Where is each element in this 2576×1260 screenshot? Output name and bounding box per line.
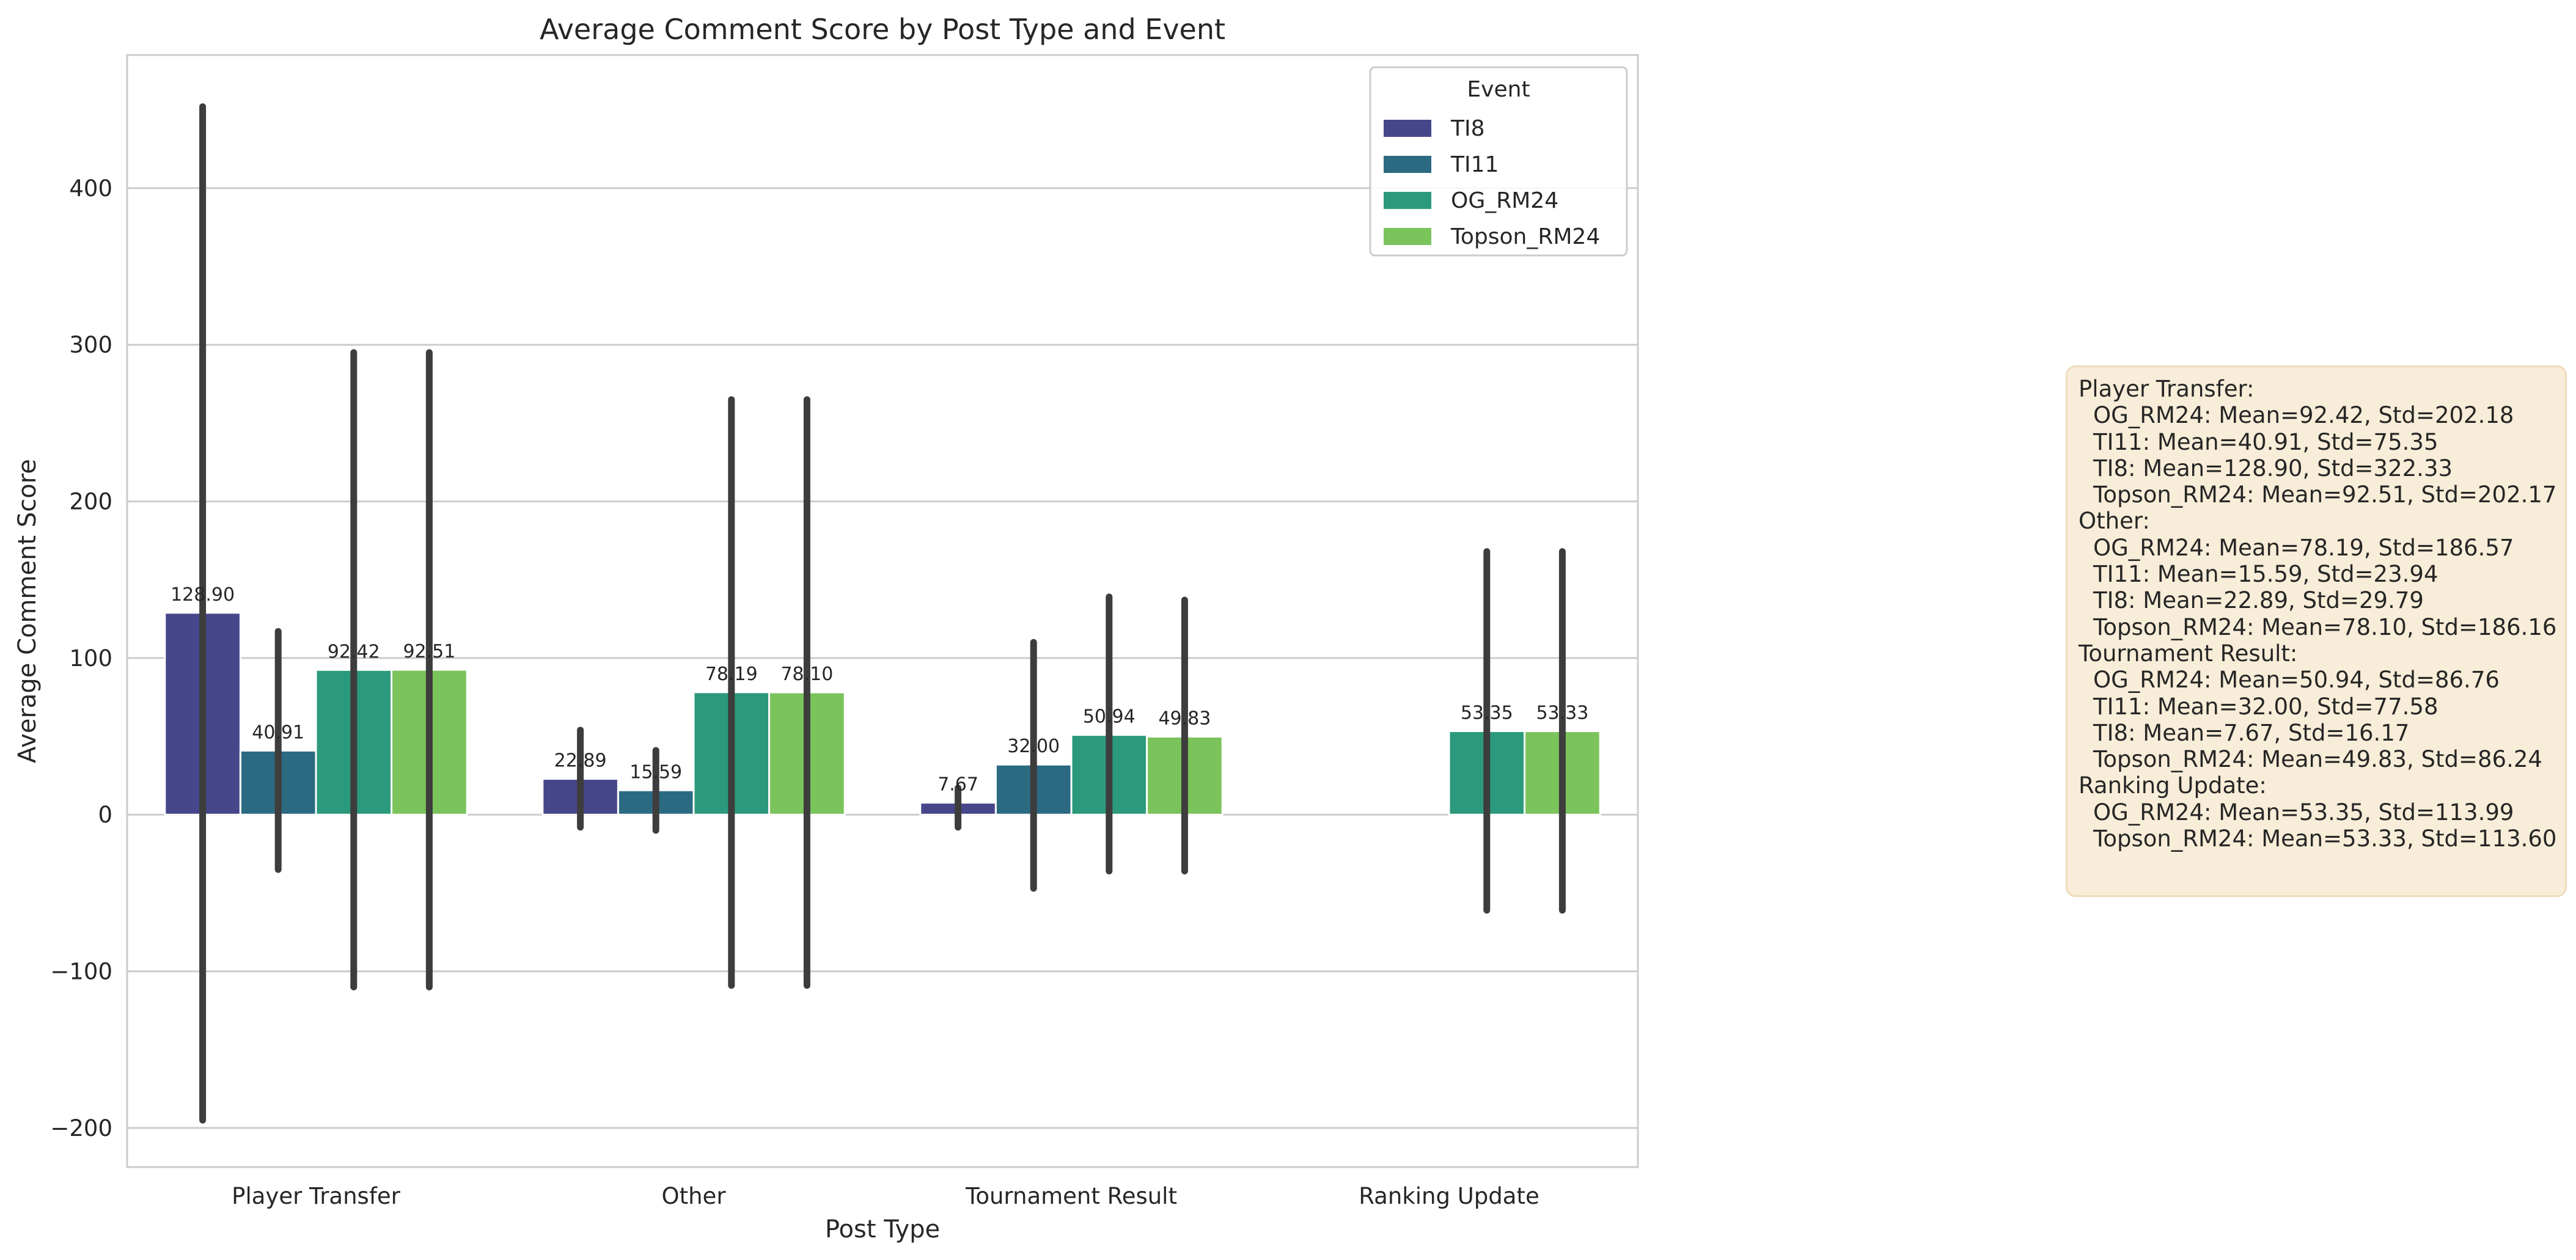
stats-line: Other: xyxy=(2079,508,2150,535)
legend-item-label: TI8 xyxy=(1450,116,1485,141)
stats-line: OG_RM24: Mean=92.42, Std=202.18 xyxy=(2093,402,2514,429)
y-tick-labels: −200 −100 0 100 200 300 400 xyxy=(50,175,112,1141)
y-tick-label: 300 xyxy=(69,332,112,358)
x-axis-label: Post Type xyxy=(825,1215,940,1244)
stats-line: Ranking Update: xyxy=(2079,772,2267,799)
legend-swatch xyxy=(1384,192,1431,209)
bar-value-label: 53.35 xyxy=(1461,702,1513,723)
stats-line: OG_RM24: Mean=50.94, Std=86.76 xyxy=(2093,667,2500,694)
x-tick-labels: Player Transfer Other Tournament Result Ran… xyxy=(232,1183,1539,1209)
bar-value-label: 92.42 xyxy=(328,641,380,662)
bar-value-label: 50.94 xyxy=(1083,706,1136,728)
bar-value-label: 53.33 xyxy=(1536,703,1588,724)
legend-box xyxy=(1369,66,1628,257)
stats-line: TI11: Mean=40.91, Std=75.35 xyxy=(2093,428,2438,455)
stats-line: Topson_RM24: Mean=78.10, Std=186.16 xyxy=(2093,614,2557,640)
stats-line: Topson_RM24: Mean=92.51, Std=202.17 xyxy=(2093,482,2557,508)
legend-item-label: Topson_RM24 xyxy=(1450,224,1600,249)
legend-swatch xyxy=(1384,228,1431,245)
bar-value-labels: 128.90 22.89 7.67 40.91 15.59 32.00 92.42 78.19… xyxy=(171,584,1588,796)
stats-line: TI11: Mean=15.59, Std=23.94 xyxy=(2093,561,2438,588)
legend-item-label: TI11 xyxy=(1450,152,1499,177)
legend-item-label: OG_RM24 xyxy=(1451,188,1558,213)
stats-line: TI11: Mean=32.00, Std=77.58 xyxy=(2093,693,2438,720)
x-tick-label: Player Transfer xyxy=(232,1183,400,1209)
legend-swatch xyxy=(1384,120,1431,137)
y-tick-label: −200 xyxy=(50,1115,112,1141)
legend-title: Event xyxy=(1467,77,1530,102)
bar-value-label: 22.89 xyxy=(554,750,607,772)
stats-line: Player Transfer: xyxy=(2079,376,2255,402)
bar-value-label: 40.91 xyxy=(252,722,304,743)
bars xyxy=(164,612,1601,816)
error-bars xyxy=(199,103,1566,1124)
x-tick-label: Other xyxy=(661,1183,726,1209)
bar-value-label: 78.19 xyxy=(705,664,758,685)
bar-value-label: 7.67 xyxy=(938,774,978,796)
stats-line: OG_RM24: Mean=78.19, Std=186.57 xyxy=(2093,534,2514,561)
chart-title: Average Comment Score by Post Type and E… xyxy=(540,13,1225,46)
stats-line: Tournament Result: xyxy=(2079,640,2298,667)
y-tick-label: 0 xyxy=(98,802,112,828)
x-tick-label: Ranking Update xyxy=(1359,1183,1539,1209)
x-tick-label: Tournament Result xyxy=(965,1183,1177,1209)
stats-line: Topson_RM24: Mean=53.33, Std=113.60 xyxy=(2093,826,2557,852)
bar-value-label: 49.83 xyxy=(1158,708,1211,730)
bar-value-label: 32.00 xyxy=(1007,736,1060,757)
stats-line: Topson_RM24: Mean=49.83, Std=86.24 xyxy=(2093,746,2542,773)
stats-line: TI8: Mean=128.90, Std=322.33 xyxy=(2093,455,2453,482)
bar-value-label: 15.59 xyxy=(629,761,682,783)
stats-line: TI8: Mean=22.89, Std=29.79 xyxy=(2093,587,2424,614)
y-tick-label: −100 xyxy=(50,959,112,985)
y-tick-label: 400 xyxy=(69,175,112,202)
y-axis-label: Average Comment Score xyxy=(13,459,42,763)
bar-value-label: 128.90 xyxy=(171,584,235,606)
y-tick-label: 200 xyxy=(69,489,112,515)
legend-swatch xyxy=(1384,156,1431,173)
plot-frame xyxy=(126,54,1639,1168)
stats-line: TI8: Mean=7.67, Std=16.17 xyxy=(2093,719,2410,746)
bar-value-label: 92.51 xyxy=(403,641,455,662)
stats-line: OG_RM24: Mean=53.35, Std=113.99 xyxy=(2093,799,2514,826)
y-tick-label: 100 xyxy=(69,645,112,672)
legend: Event TI8 TI11 OG_RM24 Topson_RM24 xyxy=(1369,66,1628,257)
legend-items: TI8 TI11 OG_RM24 Topson_RM24 xyxy=(1384,116,1600,249)
bar-value-label: 78.10 xyxy=(780,664,833,685)
stats-summary-box: Player Transfer: OG_RM24: Mean=92.42, Std… xyxy=(2066,365,2567,897)
